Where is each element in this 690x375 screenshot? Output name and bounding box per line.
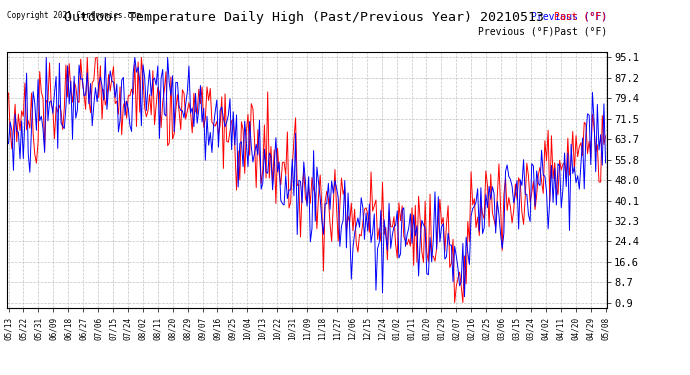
Text: Previous (°F)Past (°F): Previous (°F)Past (°F): [478, 26, 607, 36]
Text: Previous (°F): Previous (°F): [531, 12, 607, 22]
Text: Copyright 2021 Cartronics.com: Copyright 2021 Cartronics.com: [7, 11, 141, 20]
Text: Past (°F): Past (°F): [507, 12, 607, 22]
Text: Outdoor Temperature Daily High (Past/Previous Year) 20210513: Outdoor Temperature Daily High (Past/Pre…: [63, 11, 544, 24]
